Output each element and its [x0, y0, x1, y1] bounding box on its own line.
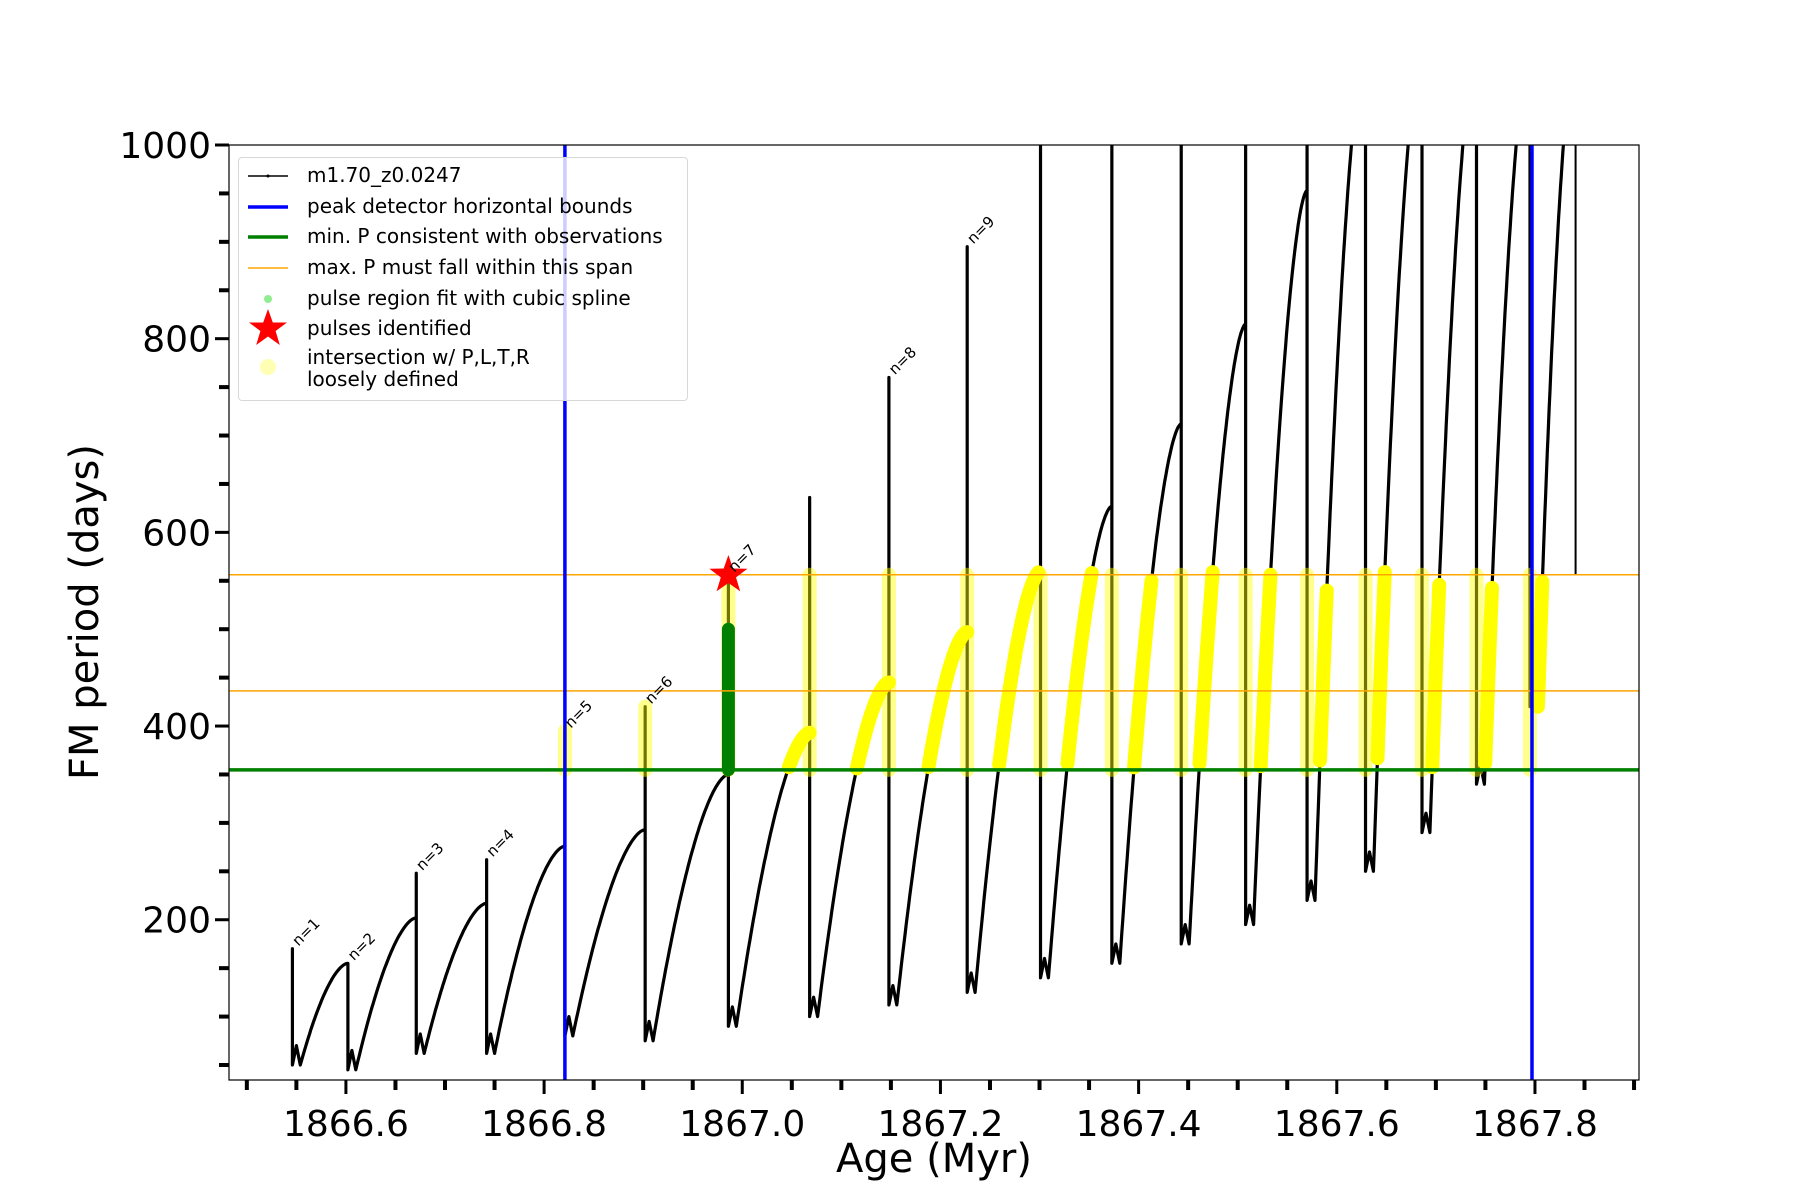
legend-item-intersection-line1: intersection w/ P,L,T,R [307, 345, 530, 369]
x-tick-label: 1867.2 [877, 1104, 1003, 1145]
intersection-rise-segment [1192, 565, 1220, 771]
intersection-rise-segment [849, 675, 896, 776]
y-tick-label: 800 [142, 320, 211, 361]
pulse-identified-star [709, 555, 748, 592]
x-tick-label: 1867.0 [679, 1104, 805, 1145]
legend-star-icon [249, 309, 287, 345]
intersection-rise-segment [1253, 567, 1278, 774]
x-tick-label: 1867.8 [1472, 1104, 1598, 1145]
legend-item-model: m1.70_z0.0247 [307, 163, 462, 187]
legend-item-intersection: intersection w/ P,L,T,R loosely defined [307, 345, 530, 391]
legend-green-dot-icon [264, 295, 272, 303]
pulse-label: n=4 [483, 825, 518, 860]
pulse-label: n=9 [963, 212, 998, 247]
pulse-label: n=2 [344, 929, 379, 964]
y-tick-label: 200 [142, 901, 211, 942]
intersection-rise-segment [781, 725, 817, 775]
legend-line-icon [248, 174, 288, 178]
intersection-rise-segment [1060, 566, 1099, 771]
legend-item-intersection-line2: loosely defined [307, 367, 459, 391]
legend-yellow-dot-icon [260, 359, 276, 375]
intersection-rise-segment [1425, 577, 1447, 775]
x-tick-label: 1866.8 [481, 1104, 607, 1145]
intersection-rise-segment [1478, 581, 1499, 771]
intersection-rise-segment [1530, 574, 1550, 714]
pulse-label: n=3 [412, 839, 447, 874]
legend-green-line-icon [248, 235, 288, 239]
legend-item-bounds: peak detector horizontal bounds [307, 194, 633, 218]
x-tick-label: 1867.4 [1076, 1104, 1202, 1145]
legend-blue-line-icon [248, 205, 288, 209]
x-tick-label: 1866.6 [283, 1104, 409, 1145]
x-tick-label: 1867.6 [1274, 1104, 1400, 1145]
legend-item-spline: pulse region fit with cubic spline [307, 286, 631, 310]
pulse-label: n=8 [885, 343, 920, 378]
intersection-rise-segment [1127, 573, 1159, 775]
legend-item-pulses: pulses identified [307, 316, 472, 340]
intersection-rise-segment [1313, 583, 1334, 768]
y-axis-label: FM period (days) [62, 444, 108, 780]
intersection-rise-segment [1370, 565, 1392, 766]
x-axis-label: Age (Myr) [836, 1136, 1032, 1182]
intersection-rise-segment [921, 625, 975, 774]
y-tick-label: 1000 [119, 126, 211, 167]
legend-item-min-p: min. P consistent with observations [307, 224, 663, 248]
legend-item-max-p: max. P must fall within this span [307, 255, 634, 279]
pulse-label: n=1 [289, 915, 324, 950]
intersection-rise-segment [992, 565, 1046, 772]
legend-orange-line-icon [248, 267, 288, 269]
y-tick-label: 400 [142, 707, 211, 748]
plot-frame [228, 144, 1640, 1081]
legend: m1.70_z0.0247 peak detector horizontal b… [238, 157, 688, 401]
y-tick-label: 600 [142, 513, 211, 554]
